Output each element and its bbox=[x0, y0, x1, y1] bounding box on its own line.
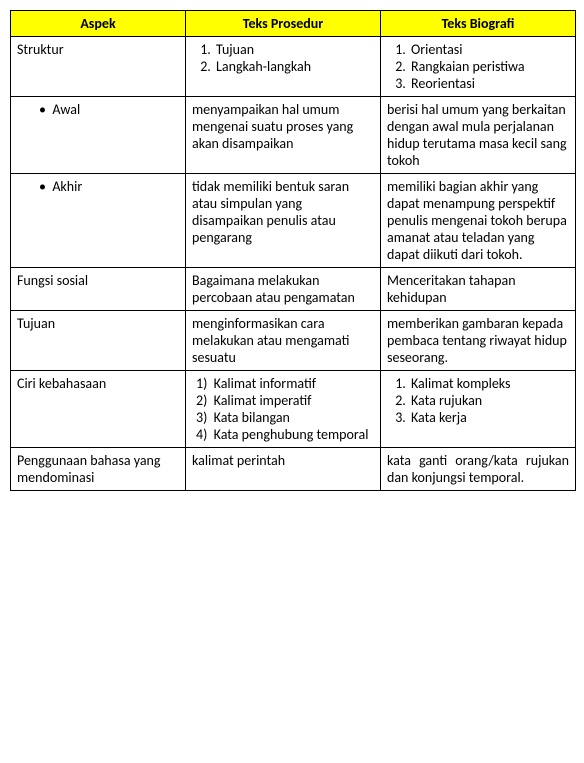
list-item: Langkah-langkah bbox=[214, 58, 374, 75]
row-tujuan: Tujuan menginformasikan cara melakukan a… bbox=[11, 311, 576, 371]
cell-akhir-biografi: memiliki bagian akhir yang dapat menampu… bbox=[381, 174, 576, 268]
cell-tujuan-label: Tujuan bbox=[11, 311, 186, 371]
list-item: 1) Kalimat informatif bbox=[192, 375, 374, 392]
list-item: Kalimat kompleks bbox=[409, 375, 569, 392]
row-struktur: Struktur Tujuan Langkah-langkah Orientas… bbox=[11, 37, 576, 97]
item-text: Kata bilangan bbox=[214, 409, 290, 426]
list-item: Orientasi bbox=[409, 41, 569, 58]
list-item: 2) Kalimat imperatif bbox=[192, 392, 374, 409]
list-item: Reorientasi bbox=[409, 75, 569, 92]
cell-fungsi-biografi: Menceritakan tahapan kehidupan bbox=[381, 268, 576, 311]
header-row: Aspek Teks Prosedur Teks Biografi bbox=[11, 11, 576, 37]
cell-struktur-label: Struktur bbox=[11, 37, 186, 97]
cell-tujuan-biografi: memberikan gambaran kepada pembaca tenta… bbox=[381, 311, 576, 371]
list-item: Kata kerja bbox=[409, 409, 569, 426]
cell-tujuan-prosedur: menginformasikan cara melakukan atau men… bbox=[186, 311, 381, 371]
cell-awal-label: • Awal bbox=[11, 97, 186, 174]
cell-fungsi-prosedur: Bagaimana melakukan percobaan atau penga… bbox=[186, 268, 381, 311]
list-item: 4) Kata penghubung temporal bbox=[192, 426, 374, 443]
cell-ciri-prosedur: 1) Kalimat informatif 2) Kalimat imperat… bbox=[186, 371, 381, 448]
row-akhir: • Akhir tidak memiliki bentuk saran atau… bbox=[11, 174, 576, 268]
cell-awal-prosedur: menyampaikan hal umum mengenai suatu pro… bbox=[186, 97, 381, 174]
list-item: Rangkaian peristiwa bbox=[409, 58, 569, 75]
row-ciri: Ciri kebahasaan 1) Kalimat informatif 2)… bbox=[11, 371, 576, 448]
comparison-table: Aspek Teks Prosedur Teks Biografi Strukt… bbox=[10, 10, 576, 491]
cell-ciri-label: Ciri kebahasaan bbox=[11, 371, 186, 448]
cell-ciri-biografi: Kalimat kompleks Kata rujukan Kata kerja bbox=[381, 371, 576, 448]
cell-akhir-label: • Akhir bbox=[11, 174, 186, 268]
list-item: 3) Kata bilangan bbox=[192, 409, 374, 426]
header-biografi: Teks Biografi bbox=[381, 11, 576, 37]
cell-penggunaan-label: Penggunaan bahasa yang mendominasi bbox=[11, 448, 186, 491]
list-item: Kata rujukan bbox=[409, 392, 569, 409]
row-awal: • Awal menyampaikan hal umum mengenai su… bbox=[11, 97, 576, 174]
cell-penggunaan-biografi: kata ganti orang/kata rujukan dan konjun… bbox=[381, 448, 576, 491]
cell-fungsi-label: Fungsi sosial bbox=[11, 268, 186, 311]
list-item: Tujuan bbox=[214, 41, 374, 58]
item-text: Kalimat imperatif bbox=[214, 392, 312, 409]
header-prosedur: Teks Prosedur bbox=[186, 11, 381, 37]
cell-penggunaan-prosedur: kalimat perintah bbox=[186, 448, 381, 491]
row-fungsi: Fungsi sosial Bagaimana melakukan percob… bbox=[11, 268, 576, 311]
row-penggunaan: Penggunaan bahasa yang mendominasi kalim… bbox=[11, 448, 576, 491]
cell-akhir-prosedur: tidak memiliki bentuk saran atau simpula… bbox=[186, 174, 381, 268]
item-text: Kalimat informatif bbox=[214, 375, 316, 392]
header-aspek: Aspek bbox=[11, 11, 186, 37]
cell-struktur-prosedur: Tujuan Langkah-langkah bbox=[186, 37, 381, 97]
item-text: Kata penghubung temporal bbox=[214, 426, 369, 443]
awal-label-text: Awal bbox=[52, 101, 80, 118]
cell-struktur-biografi: Orientasi Rangkaian peristiwa Reorientas… bbox=[381, 37, 576, 97]
akhir-label-text: Akhir bbox=[52, 178, 82, 195]
cell-awal-biografi: berisi hal umum yang berkaitan dengan aw… bbox=[381, 97, 576, 174]
